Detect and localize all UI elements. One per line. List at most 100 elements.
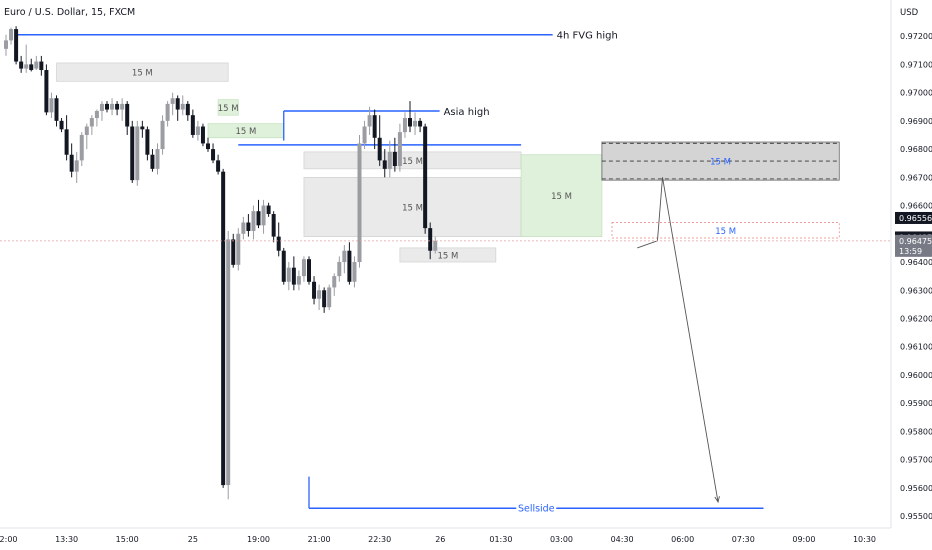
price-tick-label: 0.96000 — [900, 371, 932, 380]
candle-body — [286, 267, 291, 282]
candle-body — [120, 103, 125, 110]
candle-body — [423, 126, 428, 229]
currency-label: USD — [900, 8, 919, 18]
candle-body — [9, 29, 14, 41]
zone-box — [56, 62, 229, 82]
candle-body — [64, 129, 69, 155]
candle-body — [413, 120, 418, 127]
candle-body — [428, 228, 433, 251]
candle-body — [170, 98, 175, 104]
price-tick-label: 0.95800 — [900, 427, 932, 436]
projection-arrowhead — [714, 496, 720, 504]
time-tick-label: 07:30 — [732, 535, 755, 544]
candle-body — [34, 61, 39, 69]
time-tick-label: 06:00 — [671, 535, 694, 544]
level-label: 4h FVG high — [557, 31, 618, 42]
price-tick-label: 0.95900 — [900, 399, 932, 408]
price-tick-label: 0.96300 — [900, 286, 932, 295]
price-tag-countdown: 13:59 — [899, 247, 922, 256]
price-tag-value: 0.96556 — [899, 214, 932, 223]
zone-label: 15 M — [710, 158, 731, 168]
time-tick-label: 25 — [188, 535, 198, 544]
time-tick-label: 22:30 — [368, 535, 391, 544]
symbol-title: Euro / U.S. Dollar, 15, FXCM — [4, 7, 135, 18]
price-axis[interactable]: 0.97200 0.97100 0.97000 0.96900 0.96800 0.967… — [900, 32, 932, 521]
candle-body — [99, 103, 104, 111]
level-label: Asia high — [444, 107, 490, 118]
candle-body — [276, 236, 281, 251]
candle-body — [74, 160, 79, 172]
candle-body — [256, 211, 261, 226]
time-tick-label: 01:30 — [489, 535, 512, 544]
candle-body — [392, 151, 397, 167]
candle-body — [251, 211, 256, 231]
candle-body — [165, 103, 170, 121]
candle-body — [301, 259, 306, 277]
candle-body — [317, 290, 322, 299]
candle-body — [271, 214, 276, 237]
zone-box — [303, 176, 522, 237]
time-tick-label: 04:30 — [611, 535, 634, 544]
candle-body — [125, 103, 130, 127]
candle-body — [221, 171, 226, 486]
candle-body — [397, 132, 402, 167]
price-tick-label: 0.96600 — [900, 202, 932, 211]
time-tick-label: 19:00 — [247, 535, 270, 544]
candle-body — [115, 103, 120, 110]
candle-body — [160, 120, 165, 150]
price-tick-label: 0.97200 — [900, 32, 932, 41]
candle-body — [206, 143, 210, 150]
candle-body — [337, 262, 342, 277]
candle-body — [362, 126, 367, 144]
price-tick-label: 0.95600 — [900, 484, 932, 493]
candle-body — [190, 115, 195, 135]
candle-body — [342, 250, 347, 263]
time-tick-label: 10:30 — [853, 535, 876, 544]
candle-body — [216, 160, 221, 172]
price-tick-label: 0.95700 — [900, 456, 932, 465]
candle-body — [145, 129, 150, 155]
candle-body — [312, 281, 317, 299]
candle-body — [69, 154, 74, 172]
zone-label: 15 M — [235, 127, 256, 137]
candle-body — [307, 259, 311, 282]
level-label-bg — [516, 501, 557, 515]
candle-body — [49, 98, 54, 113]
candle-body — [14, 29, 19, 62]
time-tick-label: 15:00 — [116, 535, 139, 544]
candle-body — [281, 250, 286, 282]
candle-body — [226, 239, 231, 486]
candle-body — [59, 120, 64, 130]
candle-body — [402, 118, 407, 133]
candle-body — [291, 267, 296, 285]
projection-path — [637, 177, 719, 503]
candle-body — [261, 205, 266, 226]
candle-body — [4, 40, 8, 49]
candle-body — [155, 149, 160, 169]
price-tick-label: 0.96400 — [900, 258, 932, 267]
zone-box — [520, 154, 603, 237]
candle-body — [241, 222, 246, 234]
time-tick-label: 09:00 — [792, 535, 815, 544]
time-axis[interactable]: 12:00 13:30 15:00 25 19:00 21:00 22:30 26 01:30 0… — [0, 535, 876, 544]
candle-body — [408, 118, 412, 127]
zone-label: 15 M — [132, 69, 153, 79]
candle-body — [433, 240, 438, 251]
level-layer: 4h FVG high Asia high Sellside — [16, 31, 764, 515]
candle-body — [150, 154, 155, 169]
candle-body — [84, 126, 89, 135]
candle-body — [418, 120, 423, 127]
zone-label: 15 M — [551, 192, 572, 202]
time-tick-label: 13:30 — [55, 535, 78, 544]
price-tick-label: 0.96700 — [900, 173, 932, 182]
price-tick-label: 0.96900 — [900, 117, 932, 126]
candle-body — [372, 115, 377, 138]
candle-body — [29, 64, 34, 71]
price-tag — [895, 211, 932, 224]
candle-body — [327, 287, 332, 308]
candle-body — [195, 126, 200, 135]
candle-body — [24, 64, 29, 69]
price-tick-label: 0.95500 — [900, 512, 932, 521]
